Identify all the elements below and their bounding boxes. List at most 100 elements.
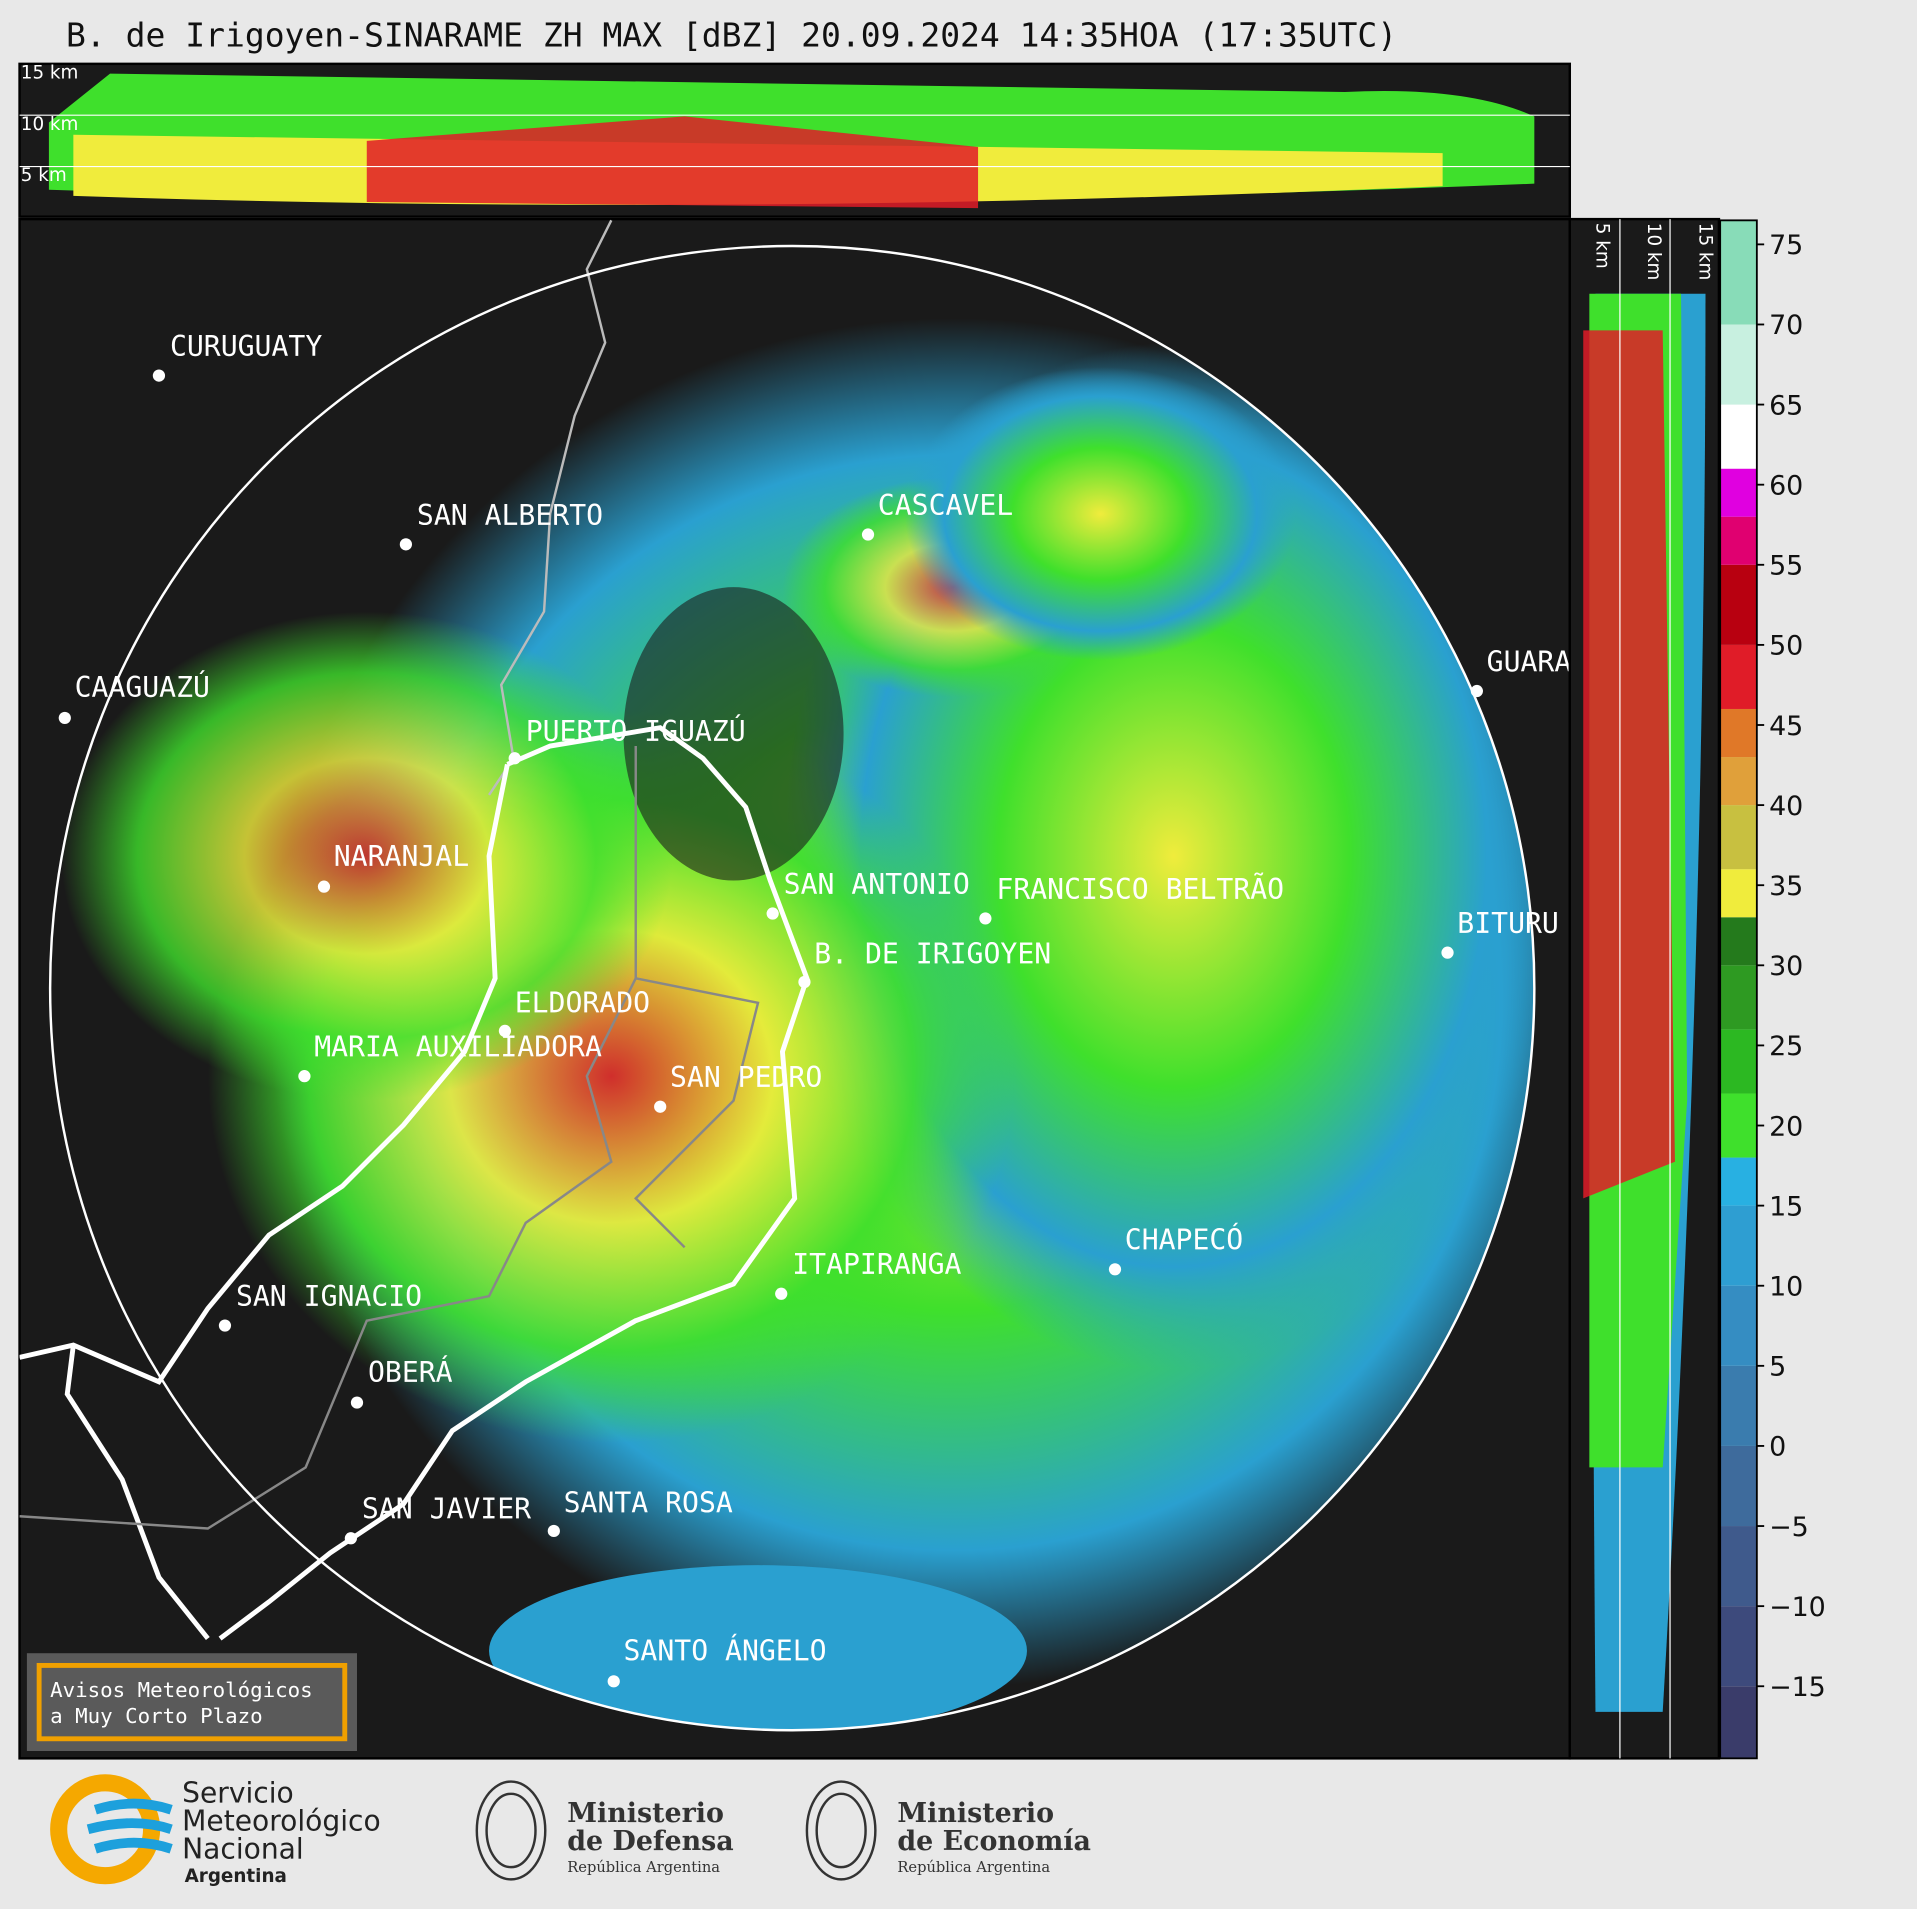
color-band: [1720, 1157, 1757, 1206]
city-label: SANTO ÁNGELO: [624, 1634, 827, 1668]
color-band: [1720, 1093, 1757, 1158]
city-marker: [766, 907, 779, 920]
city-label: OBERÁ: [368, 1355, 453, 1389]
title: B. de Irigoyen-SINARAME ZH MAX [dBZ] 20.…: [66, 16, 1397, 55]
color-band: [1720, 1205, 1757, 1286]
logo-text: de Economía: [897, 1826, 1091, 1857]
color-band: [1720, 1526, 1757, 1607]
city-label: B. DE IRIGOYEN: [814, 938, 1051, 971]
color-band: [1720, 564, 1757, 645]
tick-label: 40: [1769, 791, 1803, 822]
range-ring: [48, 244, 1536, 1732]
city-label: SANTA ROSA: [564, 1487, 733, 1520]
city-marker: [317, 880, 331, 893]
top-echo-max: [366, 116, 979, 209]
color-band: [1720, 1029, 1757, 1094]
city-label: PUERTO IGUAZÚ: [526, 714, 746, 748]
city-label: ELDORADO: [515, 987, 650, 1020]
city-label: CHAPECÓ: [1125, 1223, 1243, 1257]
warning-box[interactable]: [26, 1653, 357, 1752]
borders: [19, 219, 810, 1641]
city-marker: [1441, 946, 1454, 959]
city-label: CAAGUAZÚ: [75, 670, 210, 704]
city-marker: [547, 1524, 560, 1538]
color-band: [1720, 1606, 1757, 1687]
warning-text: a Muy Corto Plazo: [50, 1704, 263, 1728]
tick-label: 35: [1769, 871, 1803, 902]
city-label: SAN IGNACIO: [236, 1280, 422, 1313]
color-band: [1720, 1365, 1757, 1446]
city-marker: [654, 1100, 667, 1113]
city-marker: [1470, 684, 1483, 698]
tick-label: 0: [1769, 1432, 1786, 1463]
color-band: [1720, 644, 1757, 709]
city-marker: [861, 528, 875, 541]
color-band: [1720, 1285, 1757, 1366]
height-label: 10 km: [21, 114, 79, 135]
height-label: 5 km: [21, 165, 67, 186]
city-marker: [775, 1287, 788, 1300]
logo-text: Argentina: [185, 1866, 287, 1887]
crest: [475, 1780, 877, 1881]
tick-label: 55: [1769, 551, 1803, 582]
tick-label: −5: [1769, 1512, 1809, 1543]
warning-text: Avisos Meteorológicos: [50, 1678, 313, 1702]
tick-label: 20: [1769, 1111, 1803, 1142]
city-label: CASCAVEL: [878, 489, 1013, 522]
logo-text: República Argentina: [897, 1859, 1050, 1876]
color-band: [1720, 220, 1757, 325]
city-marker: [58, 711, 71, 725]
tick-label: −10: [1769, 1592, 1826, 1623]
logo-text: de Defensa: [567, 1826, 733, 1857]
warning-frame: [36, 1662, 348, 1742]
city-label: BITURU: [1457, 907, 1559, 940]
tick-label: 70: [1769, 310, 1803, 341]
logo-text: Ministerio: [567, 1798, 724, 1829]
city-marker: [152, 369, 166, 382]
city-label: GUARA: [1487, 645, 1572, 678]
tick-label: 45: [1769, 711, 1803, 742]
logo-text: Ministerio: [897, 1798, 1054, 1829]
city-label: NARANJAL: [334, 840, 469, 873]
tick-label: 30: [1769, 951, 1803, 982]
city-label: SAN PEDRO: [670, 1061, 822, 1094]
height-label: 5 km: [1592, 223, 1613, 269]
side-echo-max: [1583, 330, 1675, 1199]
color-band: [1720, 324, 1757, 405]
color-band: [1720, 708, 1757, 758]
logo-text: Servicio: [182, 1776, 294, 1809]
color-band: [1720, 757, 1757, 806]
color-band: [1720, 1445, 1757, 1527]
city-marker: [218, 1319, 232, 1332]
height-label: 15 km: [1694, 223, 1715, 281]
colorbar-frame: [1719, 219, 1758, 1760]
logo-text: Nacional: [182, 1833, 304, 1866]
city-marker: [399, 538, 413, 551]
color-band: [1720, 468, 1757, 517]
color-band: [1720, 965, 1757, 1030]
color-band: [1720, 917, 1757, 966]
smn-logo: [50, 1774, 173, 1885]
city-label: FRANCISCO BELTRÃO: [996, 873, 1284, 906]
color-band: [1720, 869, 1757, 918]
city-marker: [798, 975, 811, 989]
logo-text: Meteorológico: [182, 1804, 381, 1837]
tick-label: −15: [1769, 1672, 1826, 1703]
city-label: ITAPIRANGA: [792, 1248, 961, 1281]
color-band: [1720, 404, 1757, 469]
city-marker: [508, 752, 521, 765]
tick-label: 10: [1769, 1272, 1803, 1303]
tick-label: 25: [1769, 1031, 1803, 1062]
city-label: CURUGUATY: [170, 330, 322, 363]
city-marker: [350, 1396, 364, 1409]
city-marker: [979, 912, 992, 925]
tick-label: 5: [1769, 1352, 1786, 1383]
city-labels: CURUGUATY SAN ALBERTO CAAGUAZÚ PUERTO IGUAZ…: [58, 330, 1572, 1688]
height-label: 10 km: [1643, 223, 1664, 281]
color-band: [1720, 1686, 1757, 1759]
tick-label: 65: [1769, 390, 1803, 421]
height-label: 15 km: [21, 63, 79, 84]
city-marker: [1108, 1263, 1122, 1276]
